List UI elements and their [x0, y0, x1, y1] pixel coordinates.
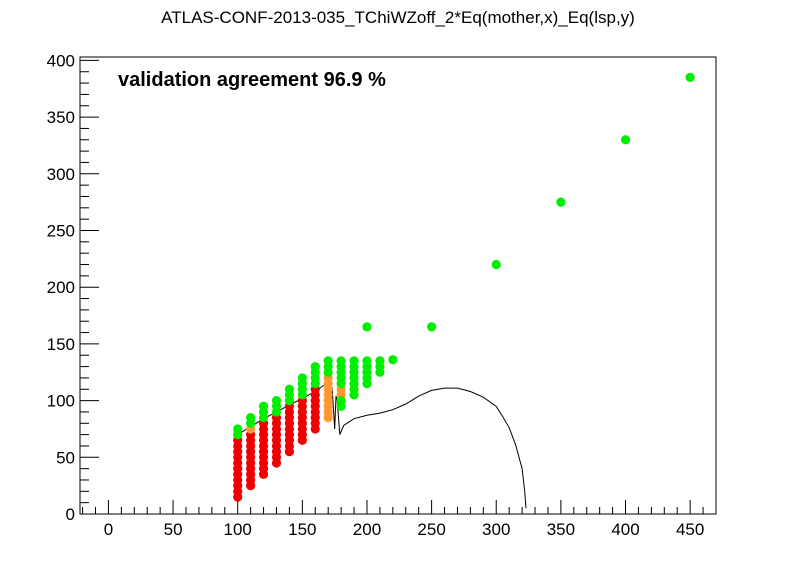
green-point: [427, 322, 437, 332]
x-tick-label: 150: [288, 520, 316, 539]
green-point: [362, 322, 372, 332]
exclusion-curve-layer: [237, 382, 527, 509]
green-point: [246, 413, 256, 423]
y-tick-label: 50: [56, 448, 75, 467]
x-tick-label: 100: [224, 520, 252, 539]
x-tick-label: 400: [611, 520, 639, 539]
y-tick-label: 0: [66, 505, 75, 524]
y-tick-label: 400: [47, 51, 75, 70]
green-point: [349, 356, 359, 366]
plot-frame: [79, 56, 717, 515]
green-point: [323, 356, 333, 366]
green-point: [258, 401, 269, 411]
data-points: [233, 72, 695, 502]
green-point: [310, 361, 320, 372]
green-point: [233, 424, 243, 434]
green-point: [620, 135, 631, 145]
green-point: [362, 356, 372, 366]
x-tick-label: 250: [417, 520, 445, 539]
exclusion-curve: [237, 382, 527, 509]
green-point: [336, 356, 346, 366]
y-tick-label: 150: [47, 335, 75, 354]
green-point: [685, 72, 695, 83]
green-point: [297, 373, 307, 383]
green-point: [375, 356, 385, 366]
green-point: [556, 197, 566, 207]
x-tick-label: 450: [676, 520, 704, 539]
y-tick-label: 100: [47, 392, 75, 411]
green-point: [284, 384, 295, 394]
y-tick-label: 200: [47, 278, 75, 297]
axis-ticks: 0 50 100 150 200 250 300 350 400 450 0 50 100 150 200 2…: [47, 51, 717, 539]
green-point: [271, 396, 282, 406]
x-tick-label: 0: [104, 520, 113, 539]
y-tick-label: 250: [47, 222, 75, 241]
x-tick-label: 350: [547, 520, 575, 539]
x-tick-label: 200: [353, 520, 381, 539]
y-tick-label: 300: [47, 165, 75, 184]
green-point: [336, 396, 346, 406]
validation-annotation: validation agreement 96.9 %: [118, 69, 386, 91]
y-tick-label: 350: [47, 108, 75, 127]
green-point: [388, 355, 398, 365]
chart-title: ATLAS-CONF-2013-035_TChiWZoff_2*Eq(mothe…: [161, 8, 635, 27]
green-point: [491, 259, 501, 270]
x-tick-label: 50: [164, 520, 183, 539]
x-tick-label: 300: [482, 520, 510, 539]
